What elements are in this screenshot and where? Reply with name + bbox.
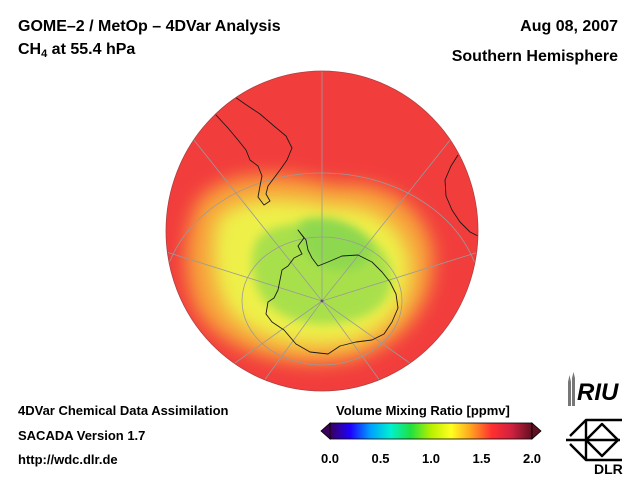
riu-logo: RIU xyxy=(568,372,619,406)
colorbar xyxy=(320,422,542,440)
colorbar-tick-label: 0.0 xyxy=(320,451,340,466)
field-peak-green xyxy=(299,217,372,271)
dlr-logo-text: DLR xyxy=(594,461,623,476)
dlr-emblem-icon xyxy=(566,418,622,462)
colorbar-tick-label: 1.5 xyxy=(472,451,491,466)
species-pressure-label: CH4 at 55.4 hPa xyxy=(18,41,136,60)
species-subscript: 4 xyxy=(41,48,48,60)
south-pole-marker xyxy=(320,299,324,303)
riu-logo-text: RIU xyxy=(577,379,619,406)
colorbar-title: Volume Mixing Ratio [ppmv] xyxy=(336,403,510,418)
globe-outline xyxy=(165,70,479,392)
footer-assimilation: 4DVar Chemical Data Assimilation xyxy=(18,403,229,418)
colorbar-low-arrow xyxy=(320,422,331,440)
colorbar-high-arrow xyxy=(531,422,542,440)
species-formula: CH xyxy=(18,41,42,58)
pressure-level: at 55.4 hPa xyxy=(47,41,136,58)
colorbar-tick-label: 0.5 xyxy=(371,451,390,466)
colorbar-tick-label: 2.0 xyxy=(522,451,542,466)
footer-version: SACADA Version 1.7 xyxy=(18,428,146,443)
coastline-madagascar xyxy=(468,287,478,309)
dlr-logo: DLR xyxy=(566,418,623,476)
colorbar-gradient xyxy=(329,422,533,440)
riu-cathedral-icon xyxy=(568,372,575,406)
coastline-south-america xyxy=(205,79,293,206)
coastline-africa xyxy=(444,154,478,237)
analysis-date: Aug 08, 2007 xyxy=(520,18,618,35)
map-title: GOME–2 / MetOp – 4DVar Analysis xyxy=(18,18,281,35)
meridian xyxy=(321,249,478,302)
meridian xyxy=(169,109,323,302)
hemisphere-label: Southern Hemisphere xyxy=(451,48,618,65)
meridian xyxy=(321,109,475,302)
globe-map xyxy=(165,70,479,392)
meridian xyxy=(166,249,323,302)
footer-url[interactable]: http://wdc.dlr.de xyxy=(18,452,118,467)
colorbar-tick-label: 1.0 xyxy=(421,451,441,466)
coastline-antarctica xyxy=(265,229,399,355)
